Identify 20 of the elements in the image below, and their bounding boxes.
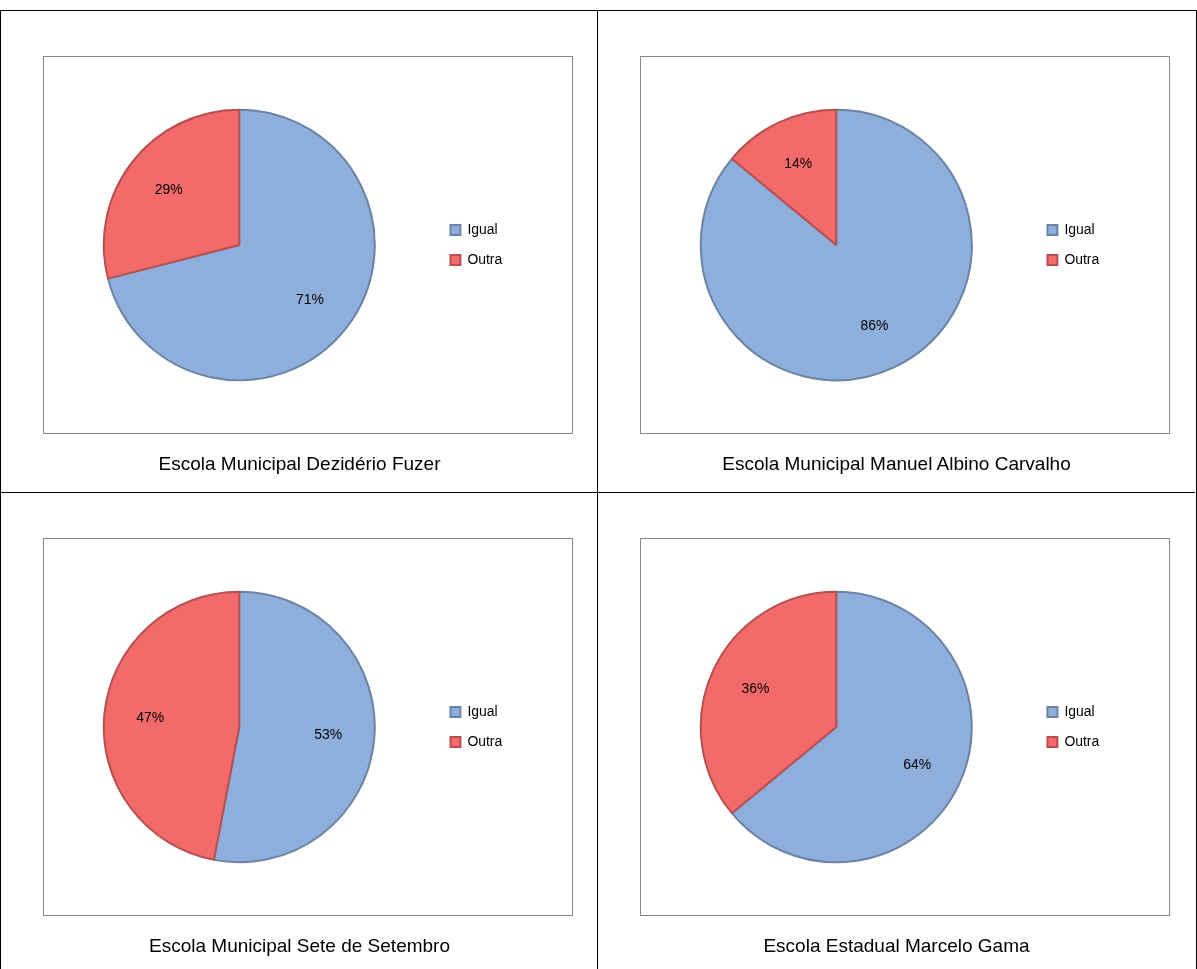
data-label: 71% [295,290,324,307]
legend-label: Igual [1064,702,1095,719]
text: Escola Estadual Marcelo Gama [762,935,1031,957]
legend-label: Igual [467,220,498,237]
data-label: 64% [903,755,932,772]
text: Escola Municipal Dezidério Fuzer [157,453,442,475]
data-label: 53% [314,726,343,743]
legend-label: Outra [467,732,503,749]
data-label: 86% [860,316,889,333]
data-label: 14% [784,155,813,172]
text: Escola Municipal Sete de Setembro [148,935,451,957]
legend-label: Igual [467,702,498,719]
legend-label: Igual [1064,220,1095,237]
legend-label: Outra [1064,250,1100,267]
data-label: 29% [154,181,183,198]
legend-label: Outra [467,250,503,267]
data-label: 47% [136,709,165,726]
legend-label: Outra [1064,732,1100,749]
text: Escola Municipal Manuel Albino Carvalho [721,453,1072,475]
data-label: 36% [741,679,770,696]
